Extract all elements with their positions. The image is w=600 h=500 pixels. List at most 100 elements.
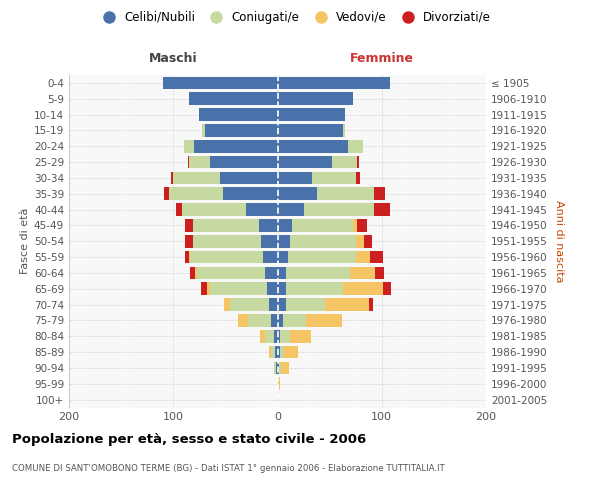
Bar: [190, 266, 195, 279]
Bar: [369, 298, 373, 311]
Bar: [176, 203, 182, 216]
Bar: [364, 235, 373, 248]
Bar: [277, 250, 288, 264]
Bar: [370, 250, 383, 264]
Bar: [357, 219, 367, 232]
Bar: [210, 156, 277, 168]
Bar: [277, 140, 349, 152]
Bar: [220, 172, 277, 184]
Bar: [349, 140, 363, 152]
Bar: [182, 203, 246, 216]
Bar: [274, 362, 277, 374]
Bar: [343, 282, 383, 295]
Bar: [277, 266, 286, 279]
Bar: [277, 282, 286, 295]
Bar: [286, 298, 325, 311]
Bar: [171, 172, 173, 184]
Text: Femmine: Femmine: [350, 52, 414, 66]
Bar: [277, 235, 290, 248]
Bar: [185, 235, 193, 248]
Bar: [265, 266, 277, 279]
Bar: [374, 188, 385, 200]
Bar: [290, 330, 311, 342]
Bar: [277, 76, 390, 89]
Bar: [189, 250, 190, 264]
Bar: [248, 314, 271, 327]
Bar: [164, 188, 169, 200]
Bar: [277, 124, 343, 136]
Bar: [246, 203, 277, 216]
Bar: [280, 330, 290, 342]
Bar: [277, 203, 304, 216]
Bar: [284, 346, 298, 358]
Bar: [356, 250, 370, 264]
Bar: [185, 250, 189, 264]
Bar: [202, 282, 206, 295]
Bar: [356, 172, 360, 184]
Bar: [277, 188, 317, 200]
Bar: [163, 76, 277, 89]
Bar: [261, 235, 277, 248]
Bar: [188, 156, 189, 168]
Bar: [185, 219, 193, 232]
Bar: [383, 282, 391, 295]
Bar: [194, 140, 277, 152]
Bar: [206, 282, 210, 295]
Bar: [350, 266, 376, 279]
Bar: [260, 330, 265, 342]
Text: COMUNE DI SANT'OMOBONO TERME (BG) - Dati ISTAT 1° gennaio 2006 - Elaborazione TU: COMUNE DI SANT'OMOBONO TERME (BG) - Dati…: [12, 464, 445, 473]
Bar: [305, 314, 342, 327]
Bar: [271, 346, 275, 358]
Bar: [278, 362, 281, 374]
Bar: [205, 124, 277, 136]
Bar: [283, 314, 305, 327]
Bar: [277, 156, 332, 168]
Bar: [195, 266, 197, 279]
Bar: [210, 282, 267, 295]
Bar: [292, 219, 353, 232]
Bar: [193, 219, 259, 232]
Bar: [288, 250, 356, 264]
Bar: [277, 362, 278, 374]
Bar: [277, 298, 286, 311]
Bar: [275, 346, 277, 358]
Bar: [202, 124, 205, 136]
Bar: [197, 266, 265, 279]
Bar: [277, 108, 345, 121]
Bar: [304, 203, 374, 216]
Bar: [173, 172, 220, 184]
Bar: [277, 172, 312, 184]
Bar: [277, 378, 280, 390]
Bar: [269, 298, 277, 311]
Bar: [189, 156, 210, 168]
Bar: [230, 298, 269, 311]
Bar: [277, 330, 280, 342]
Bar: [280, 346, 284, 358]
Bar: [277, 314, 283, 327]
Y-axis label: Fasce di età: Fasce di età: [20, 208, 30, 274]
Bar: [277, 219, 292, 232]
Bar: [274, 330, 277, 342]
Bar: [286, 282, 343, 295]
Bar: [353, 219, 357, 232]
Bar: [269, 346, 271, 358]
Bar: [317, 188, 374, 200]
Bar: [332, 156, 357, 168]
Text: Maschi: Maschi: [149, 52, 197, 66]
Bar: [376, 266, 384, 279]
Bar: [224, 298, 230, 311]
Bar: [223, 188, 277, 200]
Bar: [238, 314, 248, 327]
Bar: [190, 250, 263, 264]
Bar: [277, 92, 353, 105]
Bar: [343, 124, 345, 136]
Bar: [199, 108, 277, 121]
Text: Popolazione per età, sesso e stato civile - 2006: Popolazione per età, sesso e stato civil…: [12, 432, 366, 446]
Bar: [277, 346, 280, 358]
Bar: [263, 250, 277, 264]
Bar: [259, 219, 277, 232]
Bar: [281, 362, 289, 374]
Bar: [286, 266, 350, 279]
Bar: [325, 298, 369, 311]
Bar: [184, 140, 194, 152]
